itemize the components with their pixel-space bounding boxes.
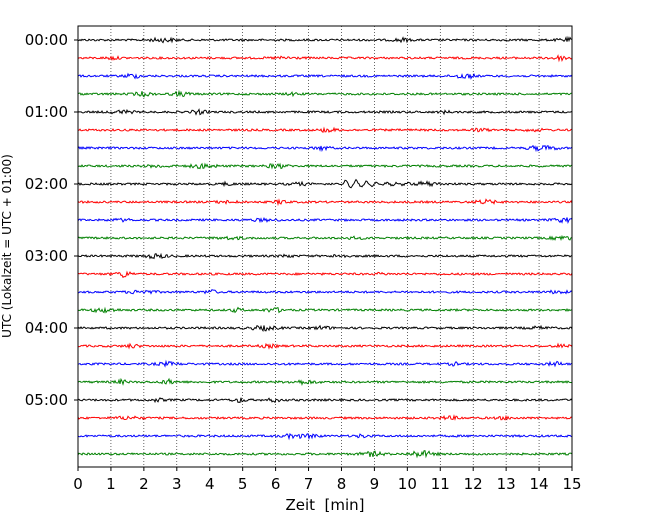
x-tick-label: 4 xyxy=(205,475,215,493)
trace-line xyxy=(77,198,573,207)
x-tick-label: 3 xyxy=(172,475,182,493)
trace-line xyxy=(77,178,573,189)
trace-line xyxy=(77,397,573,404)
x-tick-label: 7 xyxy=(304,475,314,493)
x-axis: 0 1 2 3 4 5 6 7 8 9 10 11 12 13 14 15 xyxy=(73,467,582,493)
y-tick-label: 03:00 xyxy=(25,247,68,265)
trace-line xyxy=(77,432,573,441)
trace-line xyxy=(77,377,573,386)
x-tick-label: 2 xyxy=(139,475,149,493)
y-tick-label: 00:00 xyxy=(25,31,68,49)
y-tick-label: 04:00 xyxy=(25,319,68,337)
trace-line xyxy=(77,35,573,44)
trace-line xyxy=(77,72,573,80)
trace-group xyxy=(77,35,573,459)
x-tick-label: 11 xyxy=(431,475,450,493)
x-tick-label: 9 xyxy=(370,475,380,493)
trace-line xyxy=(77,89,573,98)
x-tick-label: 13 xyxy=(497,475,516,493)
trace-line xyxy=(77,54,573,63)
trace-line xyxy=(77,342,573,350)
trace-line xyxy=(77,144,573,153)
x-tick-label: 6 xyxy=(271,475,281,493)
trace-line xyxy=(77,450,573,459)
trace-line xyxy=(77,289,573,295)
x-tick-label: 8 xyxy=(337,475,347,493)
trace-line xyxy=(77,234,573,242)
x-tick-label: 5 xyxy=(238,475,248,493)
trace-line xyxy=(77,162,573,170)
plot-background xyxy=(78,26,572,467)
plot-frame xyxy=(77,25,573,468)
trace-line xyxy=(77,108,573,116)
trace-line xyxy=(77,252,573,260)
trace-line xyxy=(77,324,573,333)
trace-line xyxy=(77,126,573,133)
trace-line xyxy=(77,216,573,224)
x-tick-label: 15 xyxy=(562,475,581,493)
trace-line xyxy=(77,270,573,279)
trace-line xyxy=(77,359,573,368)
y-axis-label: UTC (Lokalzeit = UTC + 01:00) xyxy=(0,154,14,338)
x-tick-label: 10 xyxy=(398,475,417,493)
x-tick-label: 1 xyxy=(106,475,116,493)
y-tick-label: 05:00 xyxy=(25,391,68,409)
x-tick-label: 0 xyxy=(73,475,83,493)
y-axis: 00:00 01:00 02:00 03:00 04:00 05:00 xyxy=(25,31,78,409)
x-tick-label: 14 xyxy=(530,475,549,493)
trace-line xyxy=(77,414,573,421)
x-axis-label: Zeit [min] xyxy=(285,496,364,514)
trace-line xyxy=(77,306,573,314)
y-tick-label: 01:00 xyxy=(25,103,68,121)
y-tick-label: 02:00 xyxy=(25,175,68,193)
x-tick-label: 12 xyxy=(464,475,483,493)
